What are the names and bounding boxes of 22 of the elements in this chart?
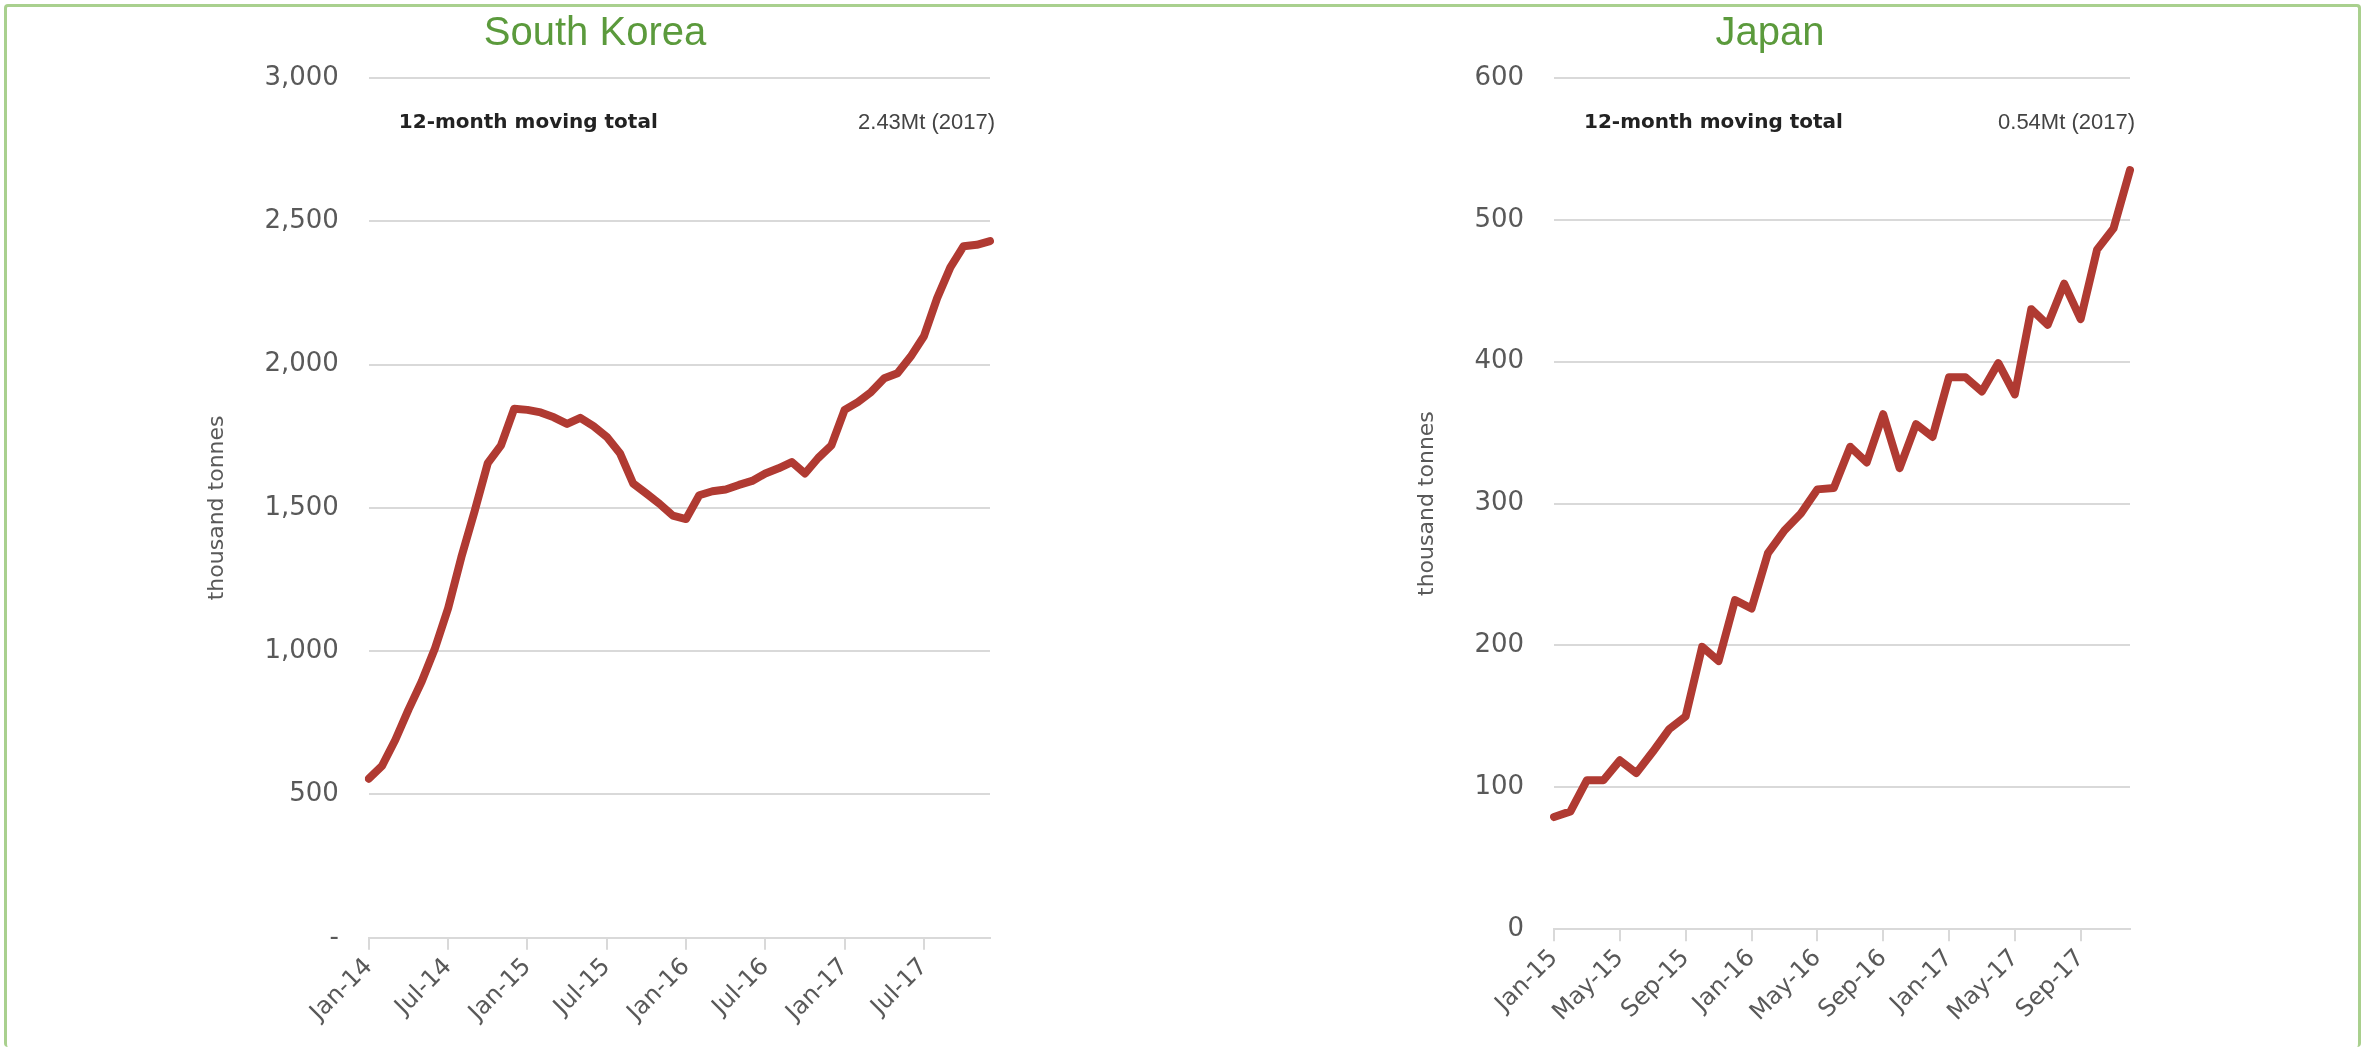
y-tick-label: 0	[1507, 911, 1525, 942]
y-tick-label: 200	[1474, 628, 1525, 659]
y-tick-label: -	[329, 920, 339, 951]
y-tick-label: 3,000	[264, 60, 339, 91]
annotation: 12-month moving total	[398, 109, 658, 134]
annotation: 0.54Mt (2017)	[1998, 109, 2135, 135]
y-tick-label: 600	[1474, 60, 1525, 91]
y-tick-label: 400	[1474, 344, 1525, 375]
annotation: 2.43Mt (2017)	[858, 109, 995, 135]
chart-title: Japan	[1715, 9, 1825, 54]
y-tick-label: 1,500	[264, 490, 339, 521]
y-tick-label: 500	[1474, 202, 1525, 233]
y-axis-title: thousand tonnes	[202, 415, 228, 601]
y-tick-label: 2,000	[264, 347, 339, 378]
y-axis-title: thousand tonnes	[1412, 411, 1438, 596]
y-tick-label: 2,500	[264, 204, 339, 235]
chart-title: South Korea	[483, 9, 707, 54]
y-tick-label: 500	[289, 777, 339, 808]
y-tick-label: 300	[1474, 486, 1525, 517]
y-tick-label: 100	[1474, 770, 1525, 801]
y-tick-label: 1,000	[264, 633, 339, 664]
annotation: 12-month moving total	[1584, 109, 1843, 134]
